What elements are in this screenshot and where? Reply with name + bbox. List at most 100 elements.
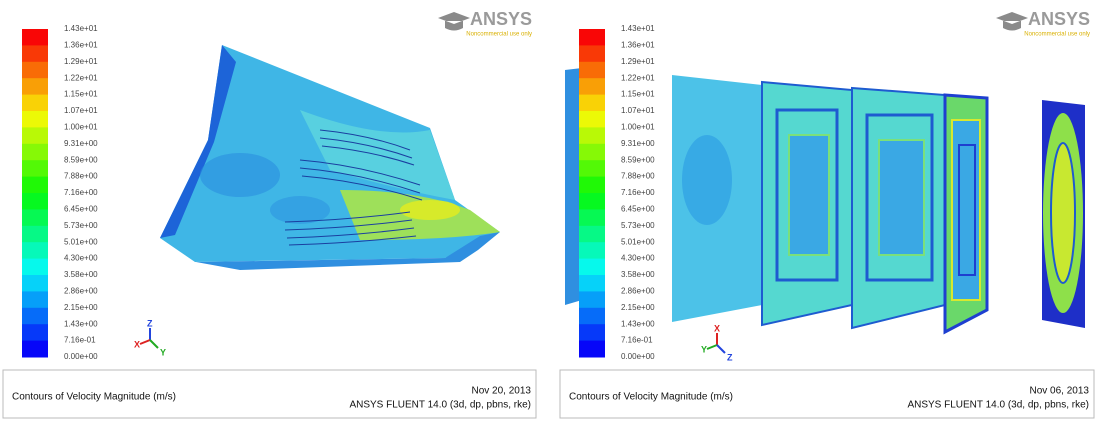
colorbar-label: 7.88e+00 bbox=[64, 172, 98, 181]
colorbar-band bbox=[579, 225, 605, 243]
axis-label: Y bbox=[701, 344, 707, 354]
colorbar-label: 0.00e+00 bbox=[64, 352, 98, 361]
software: ANSYS FLUENT 14.0 (3d, dp, pbns, rke) bbox=[349, 400, 531, 411]
colorbar-band bbox=[579, 324, 605, 342]
colorbar-band bbox=[579, 111, 605, 128]
colorbar-label: 1.29e+01 bbox=[64, 57, 98, 66]
colorbar-band bbox=[579, 258, 605, 276]
colorbar-label: 7.16e-01 bbox=[621, 336, 653, 345]
colorbar-band bbox=[579, 29, 605, 46]
colorbar-label: 7.16e-01 bbox=[64, 336, 96, 345]
colorbar-label: 4.30e+00 bbox=[621, 254, 655, 263]
colorbar-label: 1.43e+01 bbox=[621, 24, 655, 33]
panel-right: 1.43e+01 1.36e+01 1.29e+01 1.22e+01 1.15e+01… bbox=[559, 9, 1095, 419]
colorbar-band bbox=[22, 61, 48, 79]
colorbar-label: 2.15e+00 bbox=[64, 303, 98, 312]
colorbar-label: 1.07e+01 bbox=[64, 106, 98, 115]
colorbar-label: 1.00e+01 bbox=[64, 123, 98, 132]
colorbar-band bbox=[22, 209, 48, 227]
caption: Contours of Velocity Magnitude (m/s) bbox=[569, 392, 733, 403]
colorbar-band bbox=[579, 307, 605, 325]
colorbar-band bbox=[22, 78, 48, 96]
colorbar-label: 5.01e+00 bbox=[621, 237, 655, 246]
colorbar-band bbox=[579, 340, 605, 358]
colorbar-band bbox=[579, 176, 605, 194]
colorbar-band bbox=[22, 340, 48, 358]
colorbar-label: 1.07e+01 bbox=[621, 106, 655, 115]
axis-line bbox=[139, 339, 151, 345]
colorbar-band bbox=[579, 160, 605, 178]
colorbar-label: 2.86e+00 bbox=[64, 287, 98, 296]
logo: ANSYS bbox=[470, 9, 532, 29]
colorbar-label: 1.29e+01 bbox=[621, 57, 655, 66]
colorbar-band bbox=[579, 193, 605, 210]
colorbar-band bbox=[579, 209, 605, 227]
colorbar-label: 4.30e+00 bbox=[64, 254, 98, 263]
colorbar-label: 5.01e+00 bbox=[64, 237, 98, 246]
colorbar-band bbox=[22, 143, 48, 161]
colorbar-band bbox=[579, 143, 605, 161]
colorbar-label: 1.15e+01 bbox=[64, 90, 98, 99]
colorbar-band bbox=[22, 291, 48, 309]
axis-line bbox=[149, 339, 159, 349]
colorbar-band bbox=[579, 242, 605, 260]
colorbar-band bbox=[579, 291, 605, 309]
panel-left: 1.43e+01 1.36e+01 1.29e+01 1.22e+01 1.15e+01… bbox=[2, 9, 537, 419]
colorbar-band bbox=[22, 275, 48, 292]
software: ANSYS FLUENT 14.0 (3d, dp, pbns, rke) bbox=[907, 400, 1089, 411]
colorbar-label: 9.31e+00 bbox=[621, 139, 655, 148]
colorbar-label: 1.36e+01 bbox=[64, 41, 98, 50]
colorbar-label: 1.43e+00 bbox=[621, 319, 655, 328]
colorbar-label: 1.00e+01 bbox=[621, 123, 655, 132]
caption: Contours of Velocity Magnitude (m/s) bbox=[12, 392, 176, 403]
colorbar-band bbox=[22, 45, 48, 63]
colorbar-label: 2.86e+00 bbox=[621, 287, 655, 296]
colorbar-label: 7.16e+00 bbox=[64, 188, 98, 197]
axis-label: Z bbox=[727, 352, 733, 362]
logo-icon bbox=[996, 12, 1028, 31]
colorbar-band bbox=[579, 94, 605, 112]
colorbar-label: 7.88e+00 bbox=[621, 172, 655, 181]
colorbar-band bbox=[579, 275, 605, 292]
logo: ANSYS bbox=[1028, 9, 1090, 29]
colorbar-band bbox=[22, 29, 48, 46]
colorbar-label: 8.59e+00 bbox=[64, 155, 98, 164]
colorbar-label: 7.16e+00 bbox=[621, 188, 655, 197]
colorbar-band bbox=[579, 78, 605, 96]
date: Nov 20, 2013 bbox=[472, 386, 532, 397]
colorbar-label: 8.59e+00 bbox=[621, 155, 655, 164]
axis-label: X bbox=[134, 339, 140, 349]
colorbar-label: 6.45e+00 bbox=[64, 205, 98, 214]
colorbar-label: 3.58e+00 bbox=[64, 270, 98, 279]
colorbar-band bbox=[22, 193, 48, 210]
colorbar-label: 1.43e+01 bbox=[64, 24, 98, 33]
axis-label: Z bbox=[147, 318, 153, 328]
colorbar-label: 1.43e+00 bbox=[64, 319, 98, 328]
colorbar-label: 6.45e+00 bbox=[621, 205, 655, 214]
footer-box bbox=[559, 369, 1095, 419]
logo-icon bbox=[438, 12, 470, 31]
colorbar-band bbox=[22, 324, 48, 342]
axis-label: X bbox=[714, 323, 720, 333]
geometry bbox=[160, 45, 500, 270]
date: Nov 06, 2013 bbox=[1030, 386, 1090, 397]
colorbar-label: 0.00e+00 bbox=[621, 352, 655, 361]
logo-note: Noncommercial use only bbox=[466, 32, 532, 38]
colorbar-band bbox=[22, 160, 48, 178]
colorbar-band bbox=[22, 307, 48, 325]
colorbar-band bbox=[22, 258, 48, 276]
colorbar-band bbox=[22, 127, 48, 145]
colorbar-label: 2.15e+00 bbox=[621, 303, 655, 312]
colorbar-band bbox=[22, 242, 48, 260]
footer-box bbox=[2, 369, 537, 419]
colorbar-band bbox=[579, 127, 605, 145]
axis-line bbox=[716, 344, 726, 354]
colorbar-band bbox=[22, 225, 48, 243]
colorbar-band bbox=[579, 61, 605, 79]
logo-note: Noncommercial use only bbox=[1024, 32, 1090, 38]
colorbar-band bbox=[22, 176, 48, 194]
geometry bbox=[565, 68, 1085, 335]
colorbar-label: 5.73e+00 bbox=[621, 221, 655, 230]
colorbar-band bbox=[22, 111, 48, 128]
